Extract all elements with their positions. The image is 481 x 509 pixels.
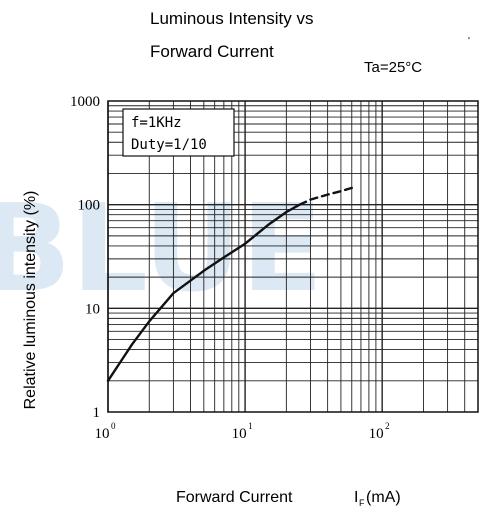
legend-line-frequency: f=1KHz [131,115,182,131]
x-tick-label: 10 [369,426,384,442]
x-tick-label: 10 [95,426,110,442]
chart-title-line1: Luminous Intensity vs [150,9,313,28]
x-tick-label: 10 [232,426,247,442]
y-tick-label: 1000 [70,94,100,110]
x-tick-exponent: 0 [111,421,116,431]
y-tick-label: 100 [78,198,101,214]
legend-box [122,108,235,157]
plot-frame [107,100,479,413]
x-axis-label-text: Forward Current [176,489,293,506]
chart-title-line2: Forward Current [150,42,274,61]
y-tick-label: 1 [93,405,101,421]
series-group [106,186,353,382]
x-axis-label: Forward Current I F (mA) [176,489,401,508]
x-tick-exponent: 2 [385,421,390,431]
condition-label: Ta=25°C [364,59,422,76]
legend-line-duty: Duty=1/10 [131,137,207,153]
stray-mark: ' [468,36,470,47]
y-tick-label: 10 [85,301,100,317]
x-axis-unit: (mA) [366,489,401,506]
x-tick-labels: 10 0 10 1 10 2 [95,421,390,442]
x-tick-exponent: 1 [248,421,253,431]
y-tick-labels: 1 10 100 1000 [70,94,100,421]
watermark: BLUE [0,180,323,319]
y-axis-label: Relative luminous intensity (%) [22,191,39,410]
x-axis-subscript: F [359,498,365,508]
series-line-measured [106,203,301,382]
x-axis-symbol: I [354,489,358,506]
series-line-extrapolated [298,186,353,206]
